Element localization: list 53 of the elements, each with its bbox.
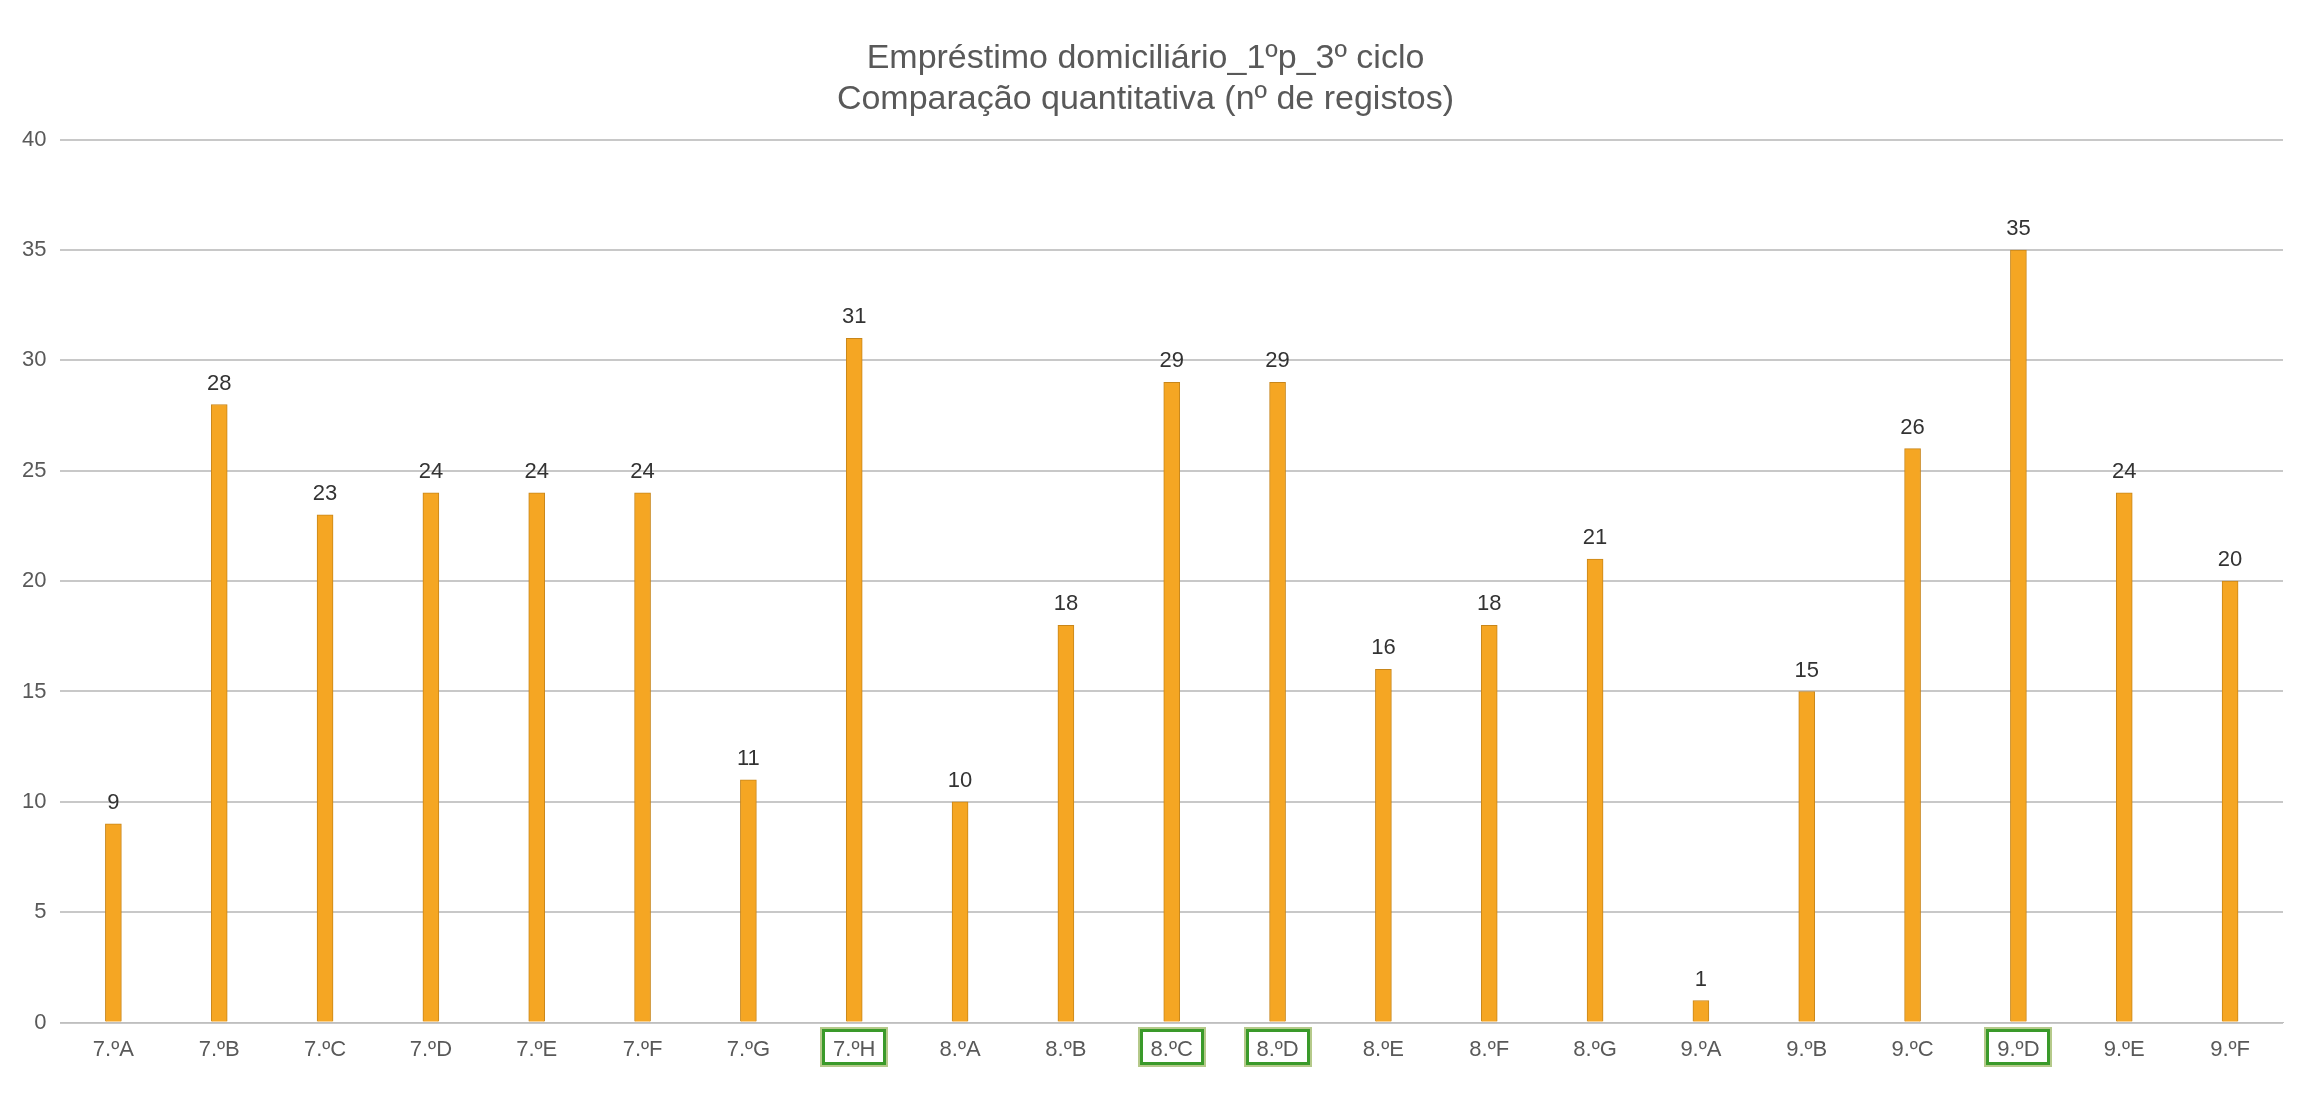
data-label: 21 — [1582, 524, 1608, 550]
y-tick-label: 20 — [21, 567, 47, 593]
data-label: 18 — [1053, 590, 1079, 616]
data-label: 18 — [1477, 590, 1502, 616]
x-tick-label: 8.ºG — [1573, 1035, 1617, 1061]
data-label: 24 — [630, 457, 655, 483]
x-tick-label: 7.ºB — [198, 1035, 240, 1061]
data-label: 11 — [736, 744, 760, 770]
data-label: 28 — [206, 369, 232, 395]
x-tick-label: 7.ºE — [516, 1035, 558, 1061]
data-label: 29 — [1159, 347, 1184, 373]
x-tick-label: 8.ºD — [1256, 1035, 1299, 1061]
data-label: 15 — [1794, 656, 1819, 682]
y-tick-label: 40 — [21, 125, 47, 151]
data-label: 9 — [107, 788, 120, 814]
x-tick-label: 7.ºD — [409, 1035, 453, 1061]
x-tick-label: 8.ºA — [939, 1035, 981, 1061]
x-tick-label: 7.ºH — [833, 1035, 876, 1061]
data-label: 23 — [312, 479, 338, 505]
data-label: 26 — [1900, 413, 1925, 439]
data-label: 10 — [947, 766, 973, 792]
y-tick-label: 25 — [21, 456, 47, 482]
y-tick-label: 5 — [34, 898, 47, 924]
data-label: 1 — [1694, 965, 1708, 991]
y-tick-label: 35 — [21, 236, 47, 262]
text: Empréstimo domiciliário_1ºp_3º ciclo — [866, 36, 1425, 75]
x-tick-label: 8.ºE — [1362, 1035, 1404, 1061]
data-label: 24 — [418, 457, 444, 483]
x-tick-label: 9.ºA — [1680, 1035, 1722, 1061]
data-label: 24 — [524, 457, 549, 483]
data-label: 29 — [1265, 347, 1290, 373]
y-tick-label: 15 — [21, 677, 47, 703]
x-tick-label: 8.ºB — [1045, 1035, 1087, 1061]
x-tick-label: 9.ºC — [1891, 1035, 1934, 1061]
x-tick-label: 9.ºE — [2103, 1035, 2145, 1061]
data-label: 35 — [2006, 215, 2031, 241]
x-tick-label: 7.ºF — [622, 1035, 663, 1061]
data-label: 20 — [2217, 546, 2243, 572]
x-tick-label: 7.ºG — [726, 1035, 771, 1061]
y-tick-label: 10 — [21, 787, 47, 813]
text: Comparação quantitativa (nº de registos) — [836, 77, 1455, 116]
data-label: 24 — [2112, 457, 2137, 483]
x-tick-label: 9.ºB — [1786, 1035, 1828, 1061]
x-tick-label: 9.ºD — [1997, 1035, 2040, 1061]
x-tick-label: 9.ºF — [2210, 1035, 2250, 1061]
data-label: 31 — [841, 303, 867, 329]
x-tick-label: 7.ºC — [303, 1035, 347, 1061]
y-tick-label: 30 — [21, 346, 47, 372]
y-tick-label: 0 — [34, 1008, 47, 1034]
x-tick-label: 7.ºA — [92, 1035, 135, 1061]
data-label: 16 — [1371, 634, 1396, 660]
x-tick-label: 8.ºF — [1469, 1035, 1510, 1061]
x-tick-label: 8.ºC — [1150, 1035, 1193, 1061]
